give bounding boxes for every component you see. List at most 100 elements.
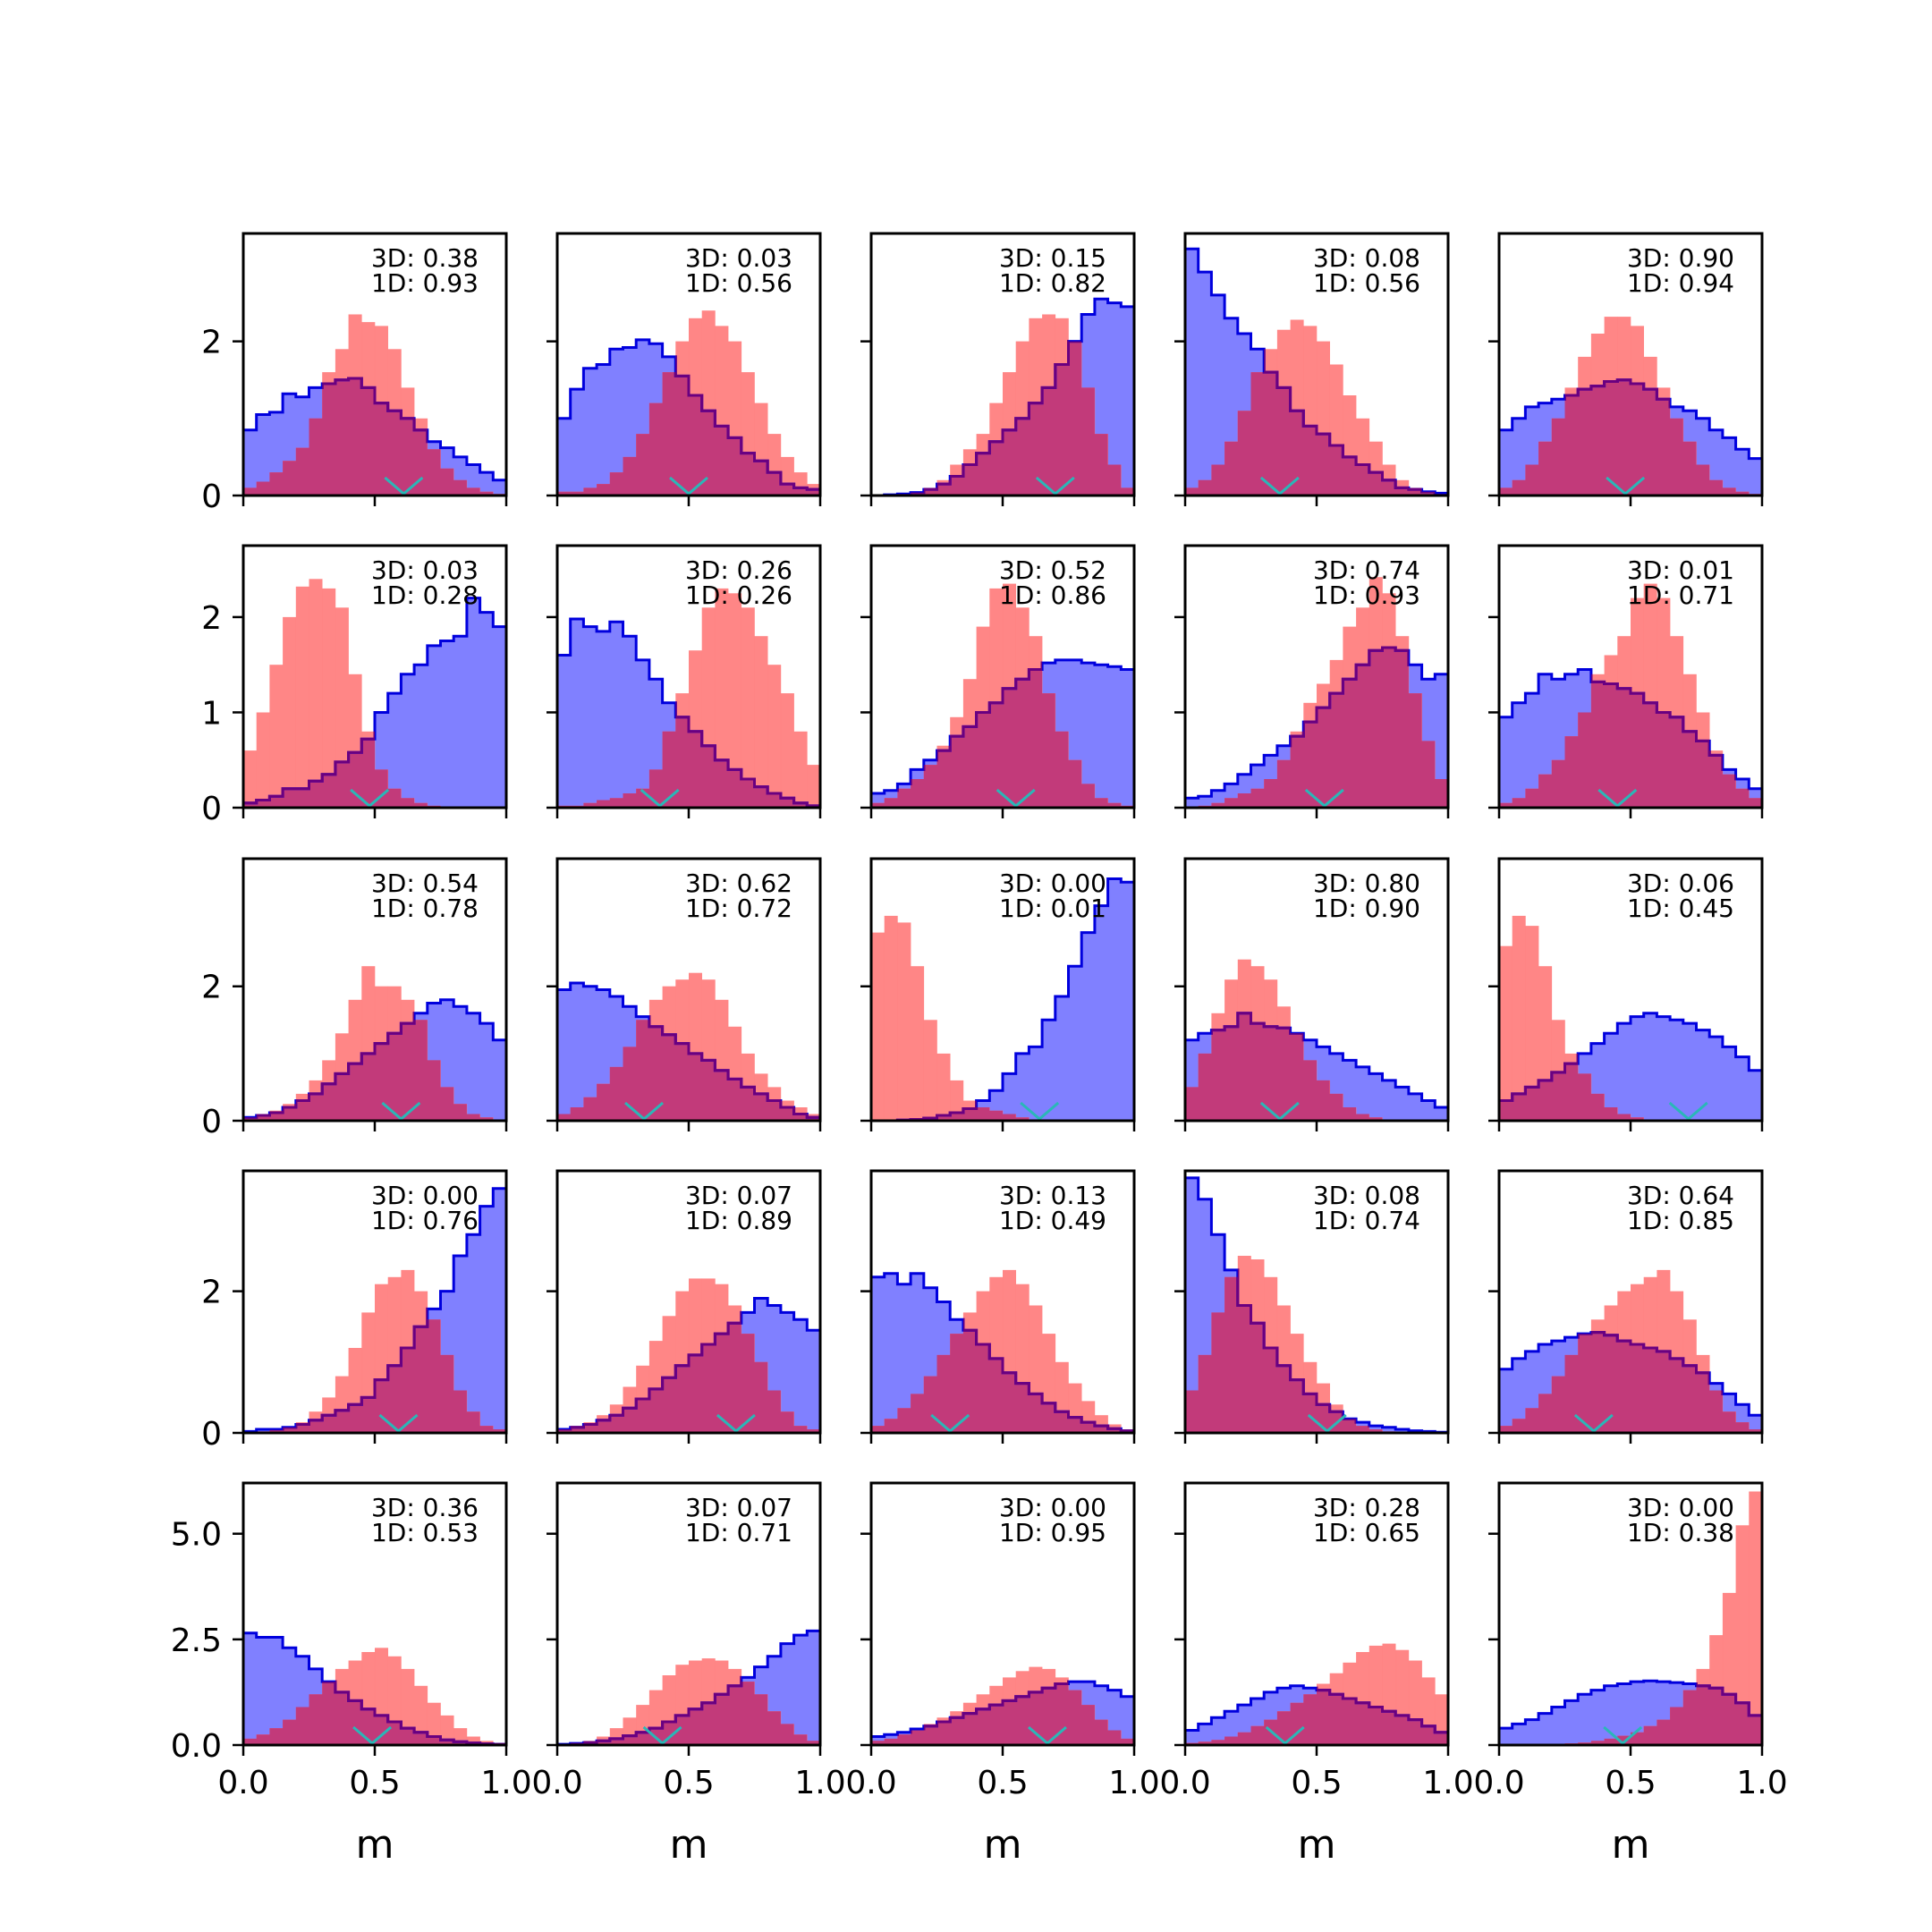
annotation-3d: 3D: 0.00: [1627, 1493, 1734, 1522]
panel-plot-area: [557, 310, 820, 496]
truth-marker: [624, 1101, 664, 1121]
annotation-1d: 1D: 0.49: [999, 1206, 1106, 1235]
annotation-3d: 3D: 0.80: [1313, 869, 1420, 898]
annotation-3d: 3D: 0.06: [1627, 869, 1734, 898]
y-tick-label: 2: [201, 1275, 222, 1311]
y-tick-label: 2.5: [171, 1623, 222, 1659]
x-tick-label: 1.0: [480, 1765, 531, 1801]
panel-plot-area: [1185, 1176, 1448, 1433]
panel-plot-area: [1185, 1643, 1448, 1745]
overlap-fill: [871, 341, 1134, 496]
truth-marker: [1603, 1725, 1643, 1745]
panel-plot-area: [1499, 1269, 1762, 1433]
annotation-1d: 1D: 0.71: [1627, 580, 1734, 610]
overlap-fill: [871, 1683, 1134, 1745]
truth-marker: [996, 788, 1036, 808]
truth-marker: [352, 1725, 393, 1745]
truth-marker: [716, 1413, 756, 1433]
truth-marker: [381, 1101, 421, 1121]
x-axis-label: m: [1612, 1822, 1650, 1868]
overlap-fill: [1185, 1690, 1448, 1745]
overlap-fill: [871, 669, 1134, 808]
annotation-3d: 3D: 0.08: [1313, 1181, 1420, 1210]
panel-plot-area: [557, 972, 820, 1121]
truth-marker: [1606, 476, 1646, 496]
blue-outline-overlap: [557, 1658, 820, 1745]
annotation-1d: 1D: 0.71: [685, 1518, 792, 1547]
x-tick-label: 0.0: [531, 1765, 582, 1801]
x-tick-label: 0.5: [1291, 1765, 1342, 1801]
panel-plot-area: [557, 1278, 820, 1433]
red-bar: [401, 1668, 415, 1745]
truth-marker: [930, 1413, 970, 1433]
panel-plot-area: [557, 1629, 820, 1745]
red-bar: [936, 1053, 951, 1121]
x-tick-label: 1.0: [1108, 1765, 1159, 1801]
y-tick-label: 5.0: [171, 1517, 222, 1554]
annotation-3d: 3D: 0.07: [685, 1181, 792, 1210]
overlap-fill: [1499, 1685, 1762, 1745]
annotation-3d: 3D: 0.00: [999, 869, 1106, 898]
red-bar: [414, 1685, 428, 1745]
red-bar: [335, 607, 349, 808]
x-tick-label: 0.5: [1605, 1765, 1656, 1801]
panel-plot-area: [557, 588, 820, 808]
annotation-3d: 3D: 0.36: [371, 1493, 479, 1522]
y-tick-label: 0: [201, 479, 222, 515]
overlap-fill: [243, 739, 506, 808]
overlap-fill: [557, 372, 820, 496]
panel-plot-area: [1499, 317, 1762, 496]
panel-plot-area: [1499, 583, 1762, 808]
y-tick-label: 0.0: [171, 1728, 222, 1765]
red-bar: [871, 932, 885, 1121]
y-tick-label: 2: [201, 325, 222, 361]
x-tick-label: 0.0: [1473, 1765, 1524, 1801]
truth-marker: [1597, 788, 1638, 808]
annotation-1d: 1D: 0.28: [371, 580, 479, 610]
annotation-3d: 3D: 0.03: [685, 243, 792, 273]
annotation-3d: 3D: 0.07: [685, 1493, 792, 1522]
red-bar: [243, 750, 257, 808]
red-bar: [427, 1702, 441, 1745]
panel-plot-area: [871, 1666, 1134, 1745]
annotation-3d: 3D: 0.62: [685, 869, 792, 898]
blue-outline-overlap: [1185, 319, 1448, 496]
annotation-1d: 1D: 0.95: [999, 1518, 1106, 1547]
annotation-3d: 3D: 0.28: [1313, 1493, 1420, 1522]
y-tick-label: 0: [201, 1416, 222, 1453]
x-tick-label: 0.0: [217, 1765, 268, 1801]
red-bar: [728, 593, 742, 808]
x-tick-label: 0.0: [1159, 1765, 1210, 1801]
y-tick-label: 0: [201, 1104, 222, 1140]
overlap-fill: [1499, 379, 1762, 496]
panel-plot-area: [243, 314, 506, 496]
red-bar: [923, 1020, 937, 1121]
x-tick-label: 0.5: [349, 1765, 400, 1801]
x-axis-label: m: [984, 1822, 1022, 1868]
blue-outline-overlap: [243, 1648, 506, 1745]
annotation-1d: 1D: 0.56: [685, 268, 792, 298]
y-tick-label: 2: [201, 600, 222, 637]
truth-marker: [1668, 1101, 1708, 1121]
red-bar: [754, 636, 768, 808]
overlap-fill: [557, 1323, 820, 1433]
panel-plot-area: [1499, 1491, 1762, 1745]
red-bar: [1735, 1525, 1750, 1745]
blue-outline-overlap: [871, 314, 1134, 496]
annotation-1d: 1D: 0.65: [1313, 1518, 1420, 1547]
